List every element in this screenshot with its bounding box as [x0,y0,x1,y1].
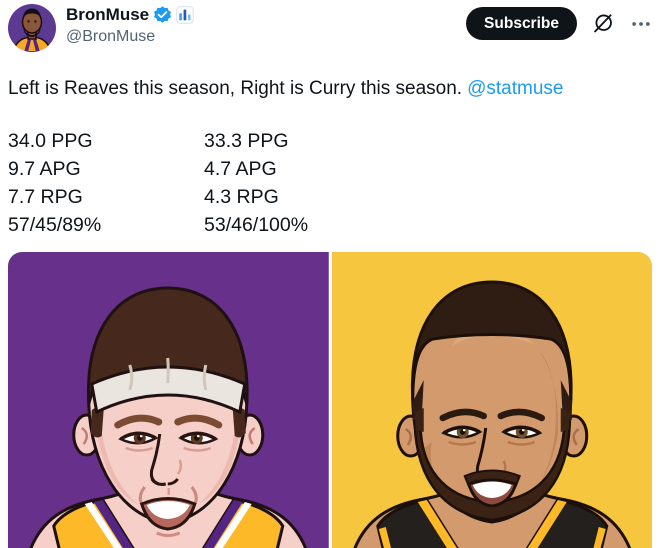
more-button[interactable] [630,14,652,34]
stat-left-splits: 57/45/89% [8,214,102,236]
reaves-illustration [8,252,329,548]
stat-right-ppg: 33.3 PPG [204,130,289,152]
subscribe-button[interactable]: Subscribe [466,7,577,40]
stat-row-rpg: 7.7 RPG 4.3 RPG [8,183,652,211]
grok-slash-icon [594,14,612,33]
stat-row-apg: 9.7 APG 4.7 APG [8,155,652,183]
stat-right-apg: 4.7 APG [204,158,277,180]
lebron-cartoon-avatar-image [8,4,56,52]
media-image-curry[interactable] [331,252,652,548]
bar-chart-icon [176,5,194,24]
stat-row-ppg: 34.0 PPG 33.3 PPG [8,127,652,155]
tweet-text: Left is Reaves this season, Right is Cur… [0,76,660,102]
display-name: BronMuse [66,5,150,24]
stat-right-splits: 53/46/100% [204,214,309,236]
mention-link-statmuse[interactable]: @statmuse [467,78,564,99]
verified-badge-icon [153,5,172,24]
stat-left-apg: 9.7 APG [8,158,81,180]
ellipsis-icon [632,21,650,26]
user-handle: @BronMuse [66,28,156,45]
header-actions: Subscribe [466,4,652,40]
avatar[interactable] [8,4,56,52]
stat-row-splits: 57/45/89% 53/46/100% [8,211,652,239]
grok-button[interactable] [592,12,615,35]
curry-illustration [331,252,652,548]
stats-block: 34.0 PPG 33.3 PPG 9.7 APG 4.7 APG 7.7 RPG 4… [0,127,660,239]
media-image-reaves[interactable] [8,252,329,548]
tweet-header: BronMuse @BronMuse [0,0,660,52]
stat-right-rpg: 4.3 RPG [204,186,279,208]
identity-block: BronMuse @BronMuse [66,4,194,47]
media-grid [0,252,660,548]
stat-left-ppg: 34.0 PPG [8,130,93,152]
stat-left-rpg: 7.7 RPG [8,186,83,208]
tweet-body-text: Left is Reaves this season, Right is Cur… [8,78,463,99]
display-name-row[interactable]: BronMuse [66,4,194,25]
